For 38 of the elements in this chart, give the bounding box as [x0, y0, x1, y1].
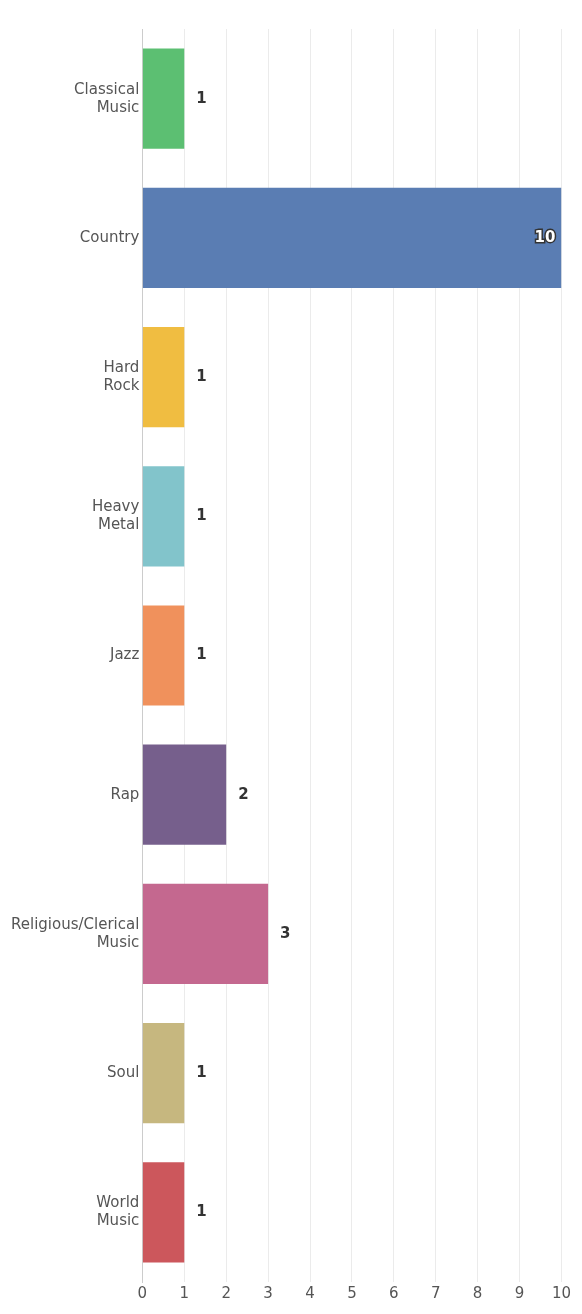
y-tick-label: Classical Music: [74, 79, 140, 116]
x-tick-label: 2: [221, 1283, 231, 1302]
bar: [142, 605, 185, 706]
bar: [142, 466, 185, 567]
x-tick-label: 3: [263, 1283, 273, 1302]
y-tick-label: Country: [79, 227, 140, 246]
data-label: 1: [196, 645, 207, 664]
x-tick-label: 8: [472, 1283, 483, 1302]
x-tick-label: 0: [137, 1283, 148, 1302]
data-label: 1: [196, 366, 207, 385]
x-tick-label: 1: [179, 1283, 190, 1302]
bar: [142, 326, 185, 428]
y-tick-label: Rap: [110, 784, 140, 803]
x-tick-label: 10: [551, 1283, 571, 1302]
x-tick-label: 6: [389, 1283, 399, 1302]
data-label: 3: [280, 923, 291, 942]
bar: [142, 1023, 185, 1124]
x-tick-label: 9: [514, 1283, 525, 1302]
y-tick-label: World Music: [96, 1193, 140, 1230]
data-label: 2: [238, 784, 249, 803]
bar: [142, 187, 562, 288]
bar: [142, 1162, 185, 1263]
y-tick-label: Heavy Metal: [91, 497, 140, 534]
bar: [142, 48, 185, 149]
data-label: 1: [196, 1063, 207, 1082]
data-label: 1: [196, 88, 207, 107]
x-tick-label: 4: [305, 1283, 315, 1302]
x-tick-label: 7: [430, 1283, 441, 1302]
y-tick-label: Religious/Clerical Music: [10, 914, 140, 951]
data-label: 1: [196, 1202, 207, 1221]
data-label: 1: [196, 506, 207, 525]
x-tick-label: 5: [347, 1283, 357, 1302]
data-label: 10: [534, 227, 556, 246]
bar: [142, 883, 269, 985]
y-tick-label: Jazz: [108, 645, 140, 664]
y-tick-label: Hard Rock: [103, 357, 140, 394]
bar: [142, 744, 227, 845]
y-tick-label: Soul: [106, 1063, 140, 1082]
